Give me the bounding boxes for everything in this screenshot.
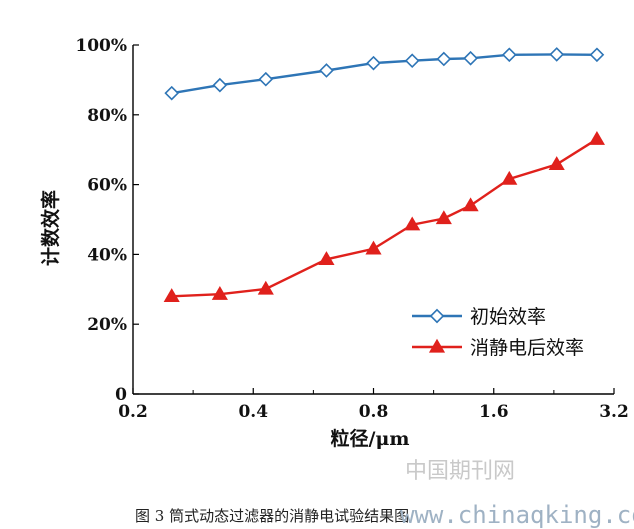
data-point-series-2 (548, 156, 565, 171)
data-point-series-1 (319, 63, 334, 78)
x-tick-label: 1.6 (479, 402, 509, 422)
legend-label: 消静电后效率 (470, 337, 584, 359)
legend-label: 初始效率 (470, 306, 546, 328)
y-tick-label: 0 (115, 385, 127, 405)
plot-area: 0 20% 40% 60% 80% 100% 0.2 0.4 0.8 1.6 3.2 (75, 36, 628, 422)
watermark-url: www.chinaqking.com (400, 501, 634, 529)
y-axis-title: 计数效率 (39, 190, 62, 266)
data-point-series-1 (258, 71, 274, 87)
data-point-series-2 (435, 210, 452, 225)
y-tick-label: 40% (87, 245, 127, 265)
x-tick-label: 0.2 (118, 402, 148, 422)
data-point-series-2 (404, 216, 421, 231)
data-point-series-2 (365, 240, 382, 255)
data-point-series-2 (318, 251, 335, 265)
data-point-series-1 (501, 47, 517, 63)
x-tick-label: 3.2 (599, 402, 629, 422)
data-point-series-1 (404, 53, 420, 69)
data-point-series-1 (212, 77, 228, 93)
data-point-series-2 (501, 170, 518, 185)
series-line-1 (171, 53, 597, 95)
legend-marker (428, 338, 446, 353)
series-line-2 (171, 138, 598, 298)
figure-caption: 图 3 筒式动态过滤器的消静电试验结果图 (135, 507, 409, 525)
y-tick-label: 80% (87, 106, 127, 126)
data-point-series-1 (589, 47, 605, 63)
data-point-series-2 (211, 285, 228, 300)
data-point-series-2 (588, 131, 605, 145)
y-tick-label: 100% (75, 36, 127, 56)
y-tick-label: 20% (87, 315, 127, 335)
data-point-series-1 (549, 47, 565, 62)
data-point-series-1 (366, 55, 381, 71)
data-point-series-2 (257, 280, 274, 295)
data-point-series-1 (463, 50, 478, 66)
data-point-series-2 (462, 197, 479, 212)
legend-marker (429, 308, 445, 324)
x-axis-title: 粒径/μm (331, 427, 410, 450)
x-tick-label: 0.8 (359, 402, 389, 422)
y-tick-label: 60% (87, 176, 127, 196)
x-tick-label: 0.4 (238, 402, 268, 422)
watermark-site-name: 中国期刊网 (405, 459, 515, 484)
data-point-series-1 (436, 51, 452, 67)
data-point-series-1 (164, 85, 180, 101)
data-point-series-2 (163, 288, 180, 302)
